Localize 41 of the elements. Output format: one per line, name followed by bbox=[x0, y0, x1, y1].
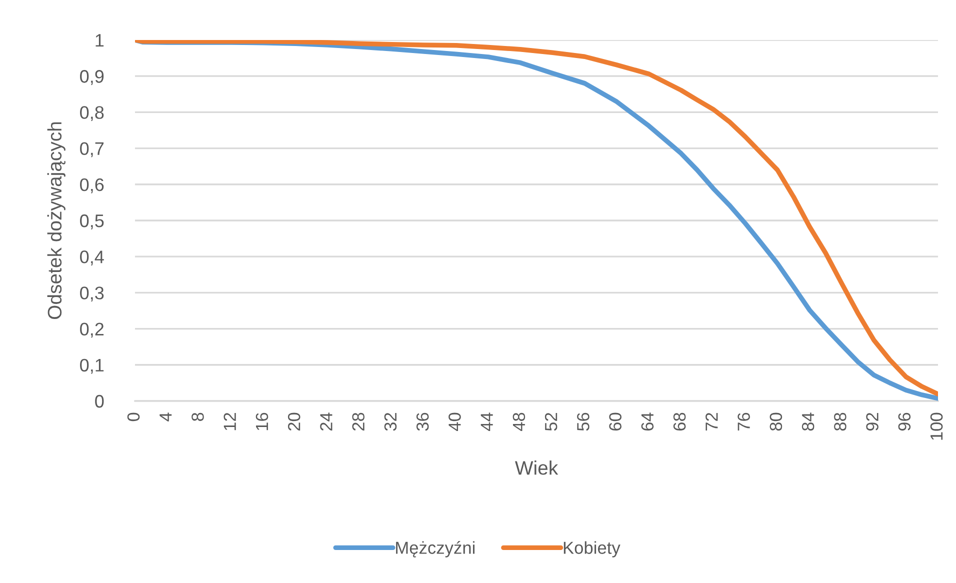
y-tick-label: 0,5 bbox=[80, 214, 104, 230]
y-tick-label: 1 bbox=[96, 34, 104, 47]
x-tick-label: 48 bbox=[512, 412, 526, 432]
x-tick-label: 16 bbox=[256, 412, 268, 430]
x-tick-label: 32 bbox=[384, 412, 397, 431]
x-tick-label: 4 bbox=[160, 412, 172, 422]
y-tick-label: 0,8 bbox=[80, 106, 104, 122]
x-tick-label: 88 bbox=[834, 412, 846, 431]
x-tick-label: 40 bbox=[448, 412, 461, 432]
x-tick-label: 28 bbox=[352, 412, 364, 431]
x-tick-label: 100 bbox=[930, 412, 943, 440]
y-tick-label: 0,9 bbox=[80, 70, 104, 85]
x-tick-label: 68 bbox=[673, 412, 686, 431]
x-tick-label: 76 bbox=[738, 412, 750, 431]
x-tick-label: 24 bbox=[320, 412, 332, 431]
x-tick-label: 20 bbox=[288, 412, 300, 431]
x-tick-label: 72 bbox=[706, 412, 718, 431]
x-tick-label: 60 bbox=[609, 412, 622, 431]
legend-label: Kobiety bbox=[564, 541, 620, 558]
y-tick-label: 0,3 bbox=[80, 286, 104, 302]
legend-label: Mężczyźni bbox=[396, 540, 475, 558]
x-tick-label: 96 bbox=[898, 412, 911, 431]
x-tick-label: 8 bbox=[192, 412, 204, 421]
x-tick-label: 80 bbox=[770, 412, 782, 431]
x-tick-label: 52 bbox=[544, 412, 558, 431]
y-tick-label: 0,6 bbox=[80, 178, 104, 194]
y-tick-label: 0,7 bbox=[80, 142, 104, 158]
x-tick-label: 44 bbox=[480, 412, 493, 432]
x-tick-label: 92 bbox=[866, 412, 878, 431]
x-axis-title: Wiek bbox=[514, 460, 558, 475]
y-tick-label: 0,1 bbox=[80, 358, 104, 374]
x-tick-label: 64 bbox=[641, 412, 654, 431]
x-tick-label: 84 bbox=[802, 412, 814, 431]
y-tick-label: 0 bbox=[95, 394, 104, 408]
y-axis-title: Odsetek dożywających bbox=[47, 122, 66, 319]
x-tick-label: 56 bbox=[577, 412, 590, 431]
y-tick-label: 0,2 bbox=[80, 322, 104, 338]
x-tick-label: 36 bbox=[416, 412, 429, 431]
y-tick-label: 0,4 bbox=[80, 250, 104, 266]
x-tick-label: 12 bbox=[224, 412, 236, 430]
x-tick-label: 0 bbox=[127, 412, 140, 422]
